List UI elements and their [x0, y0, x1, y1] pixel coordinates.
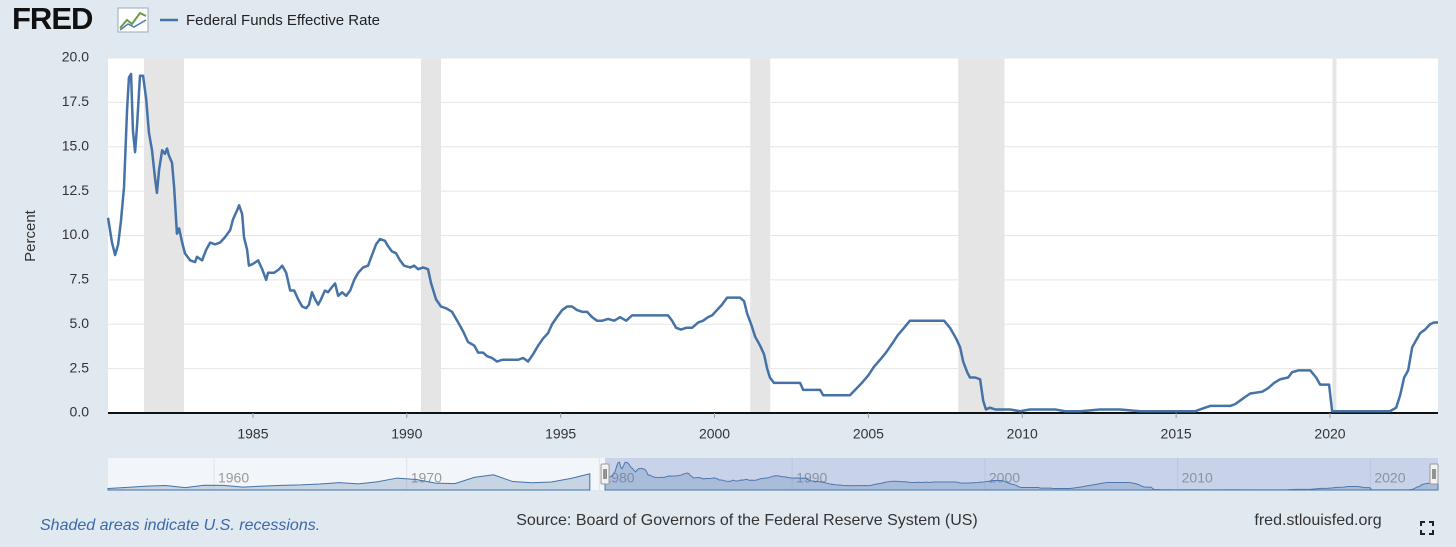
- x-tick-label: 2005: [853, 426, 884, 442]
- navigator-area: [604, 461, 1439, 491]
- x-tick-label: 2010: [1007, 426, 1038, 442]
- y-tick-label: 0.0: [70, 404, 90, 420]
- logo-icon: [117, 7, 149, 33]
- y-tick-label: 15.0: [62, 137, 89, 153]
- navigator-area: [107, 473, 591, 491]
- navigator-tick-label: 2000: [989, 470, 1020, 486]
- fullscreen-button[interactable]: [1420, 521, 1434, 535]
- site-link: fred.stlouisfed.org: [1254, 512, 1381, 529]
- y-tick-label: 17.5: [62, 93, 89, 109]
- navigator-selection: [605, 458, 1438, 490]
- logo: FRED: [12, 1, 93, 36]
- legend-label: Federal Funds Effective Rate: [186, 12, 380, 29]
- y-tick-label: 10.0: [62, 226, 89, 242]
- y-axis-title: Percent: [22, 209, 39, 262]
- navigator-tick-label: 1970: [411, 470, 442, 486]
- x-tick-label: 1995: [545, 426, 576, 442]
- series-line: [106, 72, 1438, 413]
- y-tick-label: 20.0: [62, 49, 89, 65]
- x-tick-label: 2020: [1314, 426, 1345, 442]
- navigator-handle[interactable]: [1429, 463, 1439, 485]
- source: Source: Board of Governors of the Federa…: [516, 512, 978, 529]
- y-tick-label: 12.5: [62, 182, 89, 198]
- y-tick-label: 2.5: [70, 359, 90, 375]
- y-tick-label: 7.5: [70, 271, 90, 287]
- handle-body: [1429, 463, 1439, 485]
- x-tick-label: 1985: [237, 426, 268, 442]
- navigator-bg: [108, 458, 1438, 490]
- handle-body: [600, 463, 610, 485]
- y-tick-label: 5.0: [70, 315, 90, 331]
- x-tick-label: 1990: [391, 426, 422, 442]
- x-tick-label: 2015: [1161, 426, 1192, 442]
- x-tick-label: 2000: [699, 426, 730, 442]
- recession-note: Shaded areas indicate U.S. recessions.: [40, 517, 320, 534]
- navigator-handle[interactable]: [600, 463, 610, 485]
- navigator-tick-label: 2010: [1182, 470, 1213, 486]
- navigator-tick-label: 1960: [218, 470, 249, 486]
- navigator-tick-label: 1980: [603, 470, 634, 486]
- navigator-tick-label: 2020: [1374, 470, 1405, 486]
